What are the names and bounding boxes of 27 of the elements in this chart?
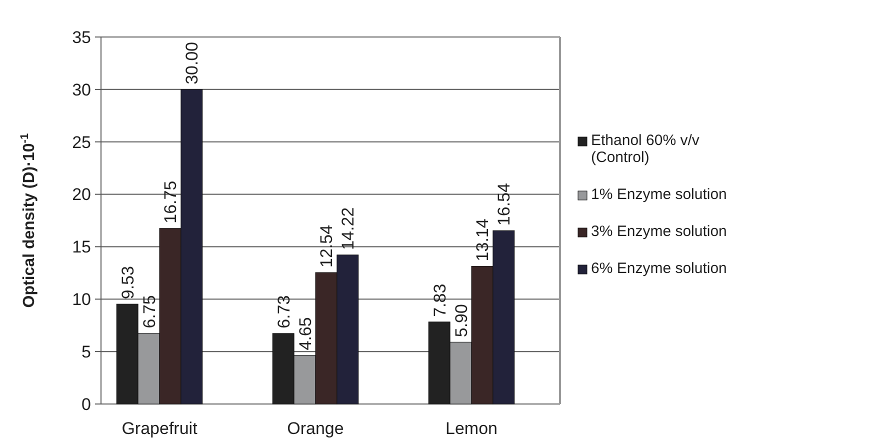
data-label: 14.22 xyxy=(338,207,358,250)
legend-label: 6% Enzyme solution xyxy=(591,260,727,277)
data-label: 16.75 xyxy=(161,180,180,224)
x-tick-label: Lemon xyxy=(446,419,498,438)
data-label: 13.14 xyxy=(473,218,492,262)
data-label: 5.90 xyxy=(452,304,471,338)
y-tick-label: 5 xyxy=(82,342,91,362)
data-label: 6.73 xyxy=(274,295,294,328)
x-tick-label: Orange xyxy=(287,419,344,438)
x-tick-label: Grapefruit xyxy=(122,419,198,438)
y-tick-label: 20 xyxy=(72,185,91,204)
y-tick-label: 0 xyxy=(82,394,91,414)
data-label: 7.83 xyxy=(430,284,450,317)
y-tick-label: 25 xyxy=(72,132,91,152)
y-tick-label: 15 xyxy=(72,238,91,257)
legend-label: 3% Enzyme solution xyxy=(591,223,727,240)
y-tick-label: 10 xyxy=(72,290,91,310)
legend-label: 1% Enzyme solution xyxy=(591,186,727,203)
data-label: 6.75 xyxy=(140,295,159,328)
data-label: 12.54 xyxy=(317,224,336,268)
y-tick-label: 35 xyxy=(72,28,91,47)
y-tick-label: 30 xyxy=(72,80,91,100)
data-label: 16.54 xyxy=(494,183,514,226)
data-label: 4.65 xyxy=(296,317,315,350)
legend-label: Ethanol 60% v/v (Control) xyxy=(591,132,700,166)
data-label: 30.00 xyxy=(182,42,202,84)
data-label: 9.53 xyxy=(118,266,138,300)
